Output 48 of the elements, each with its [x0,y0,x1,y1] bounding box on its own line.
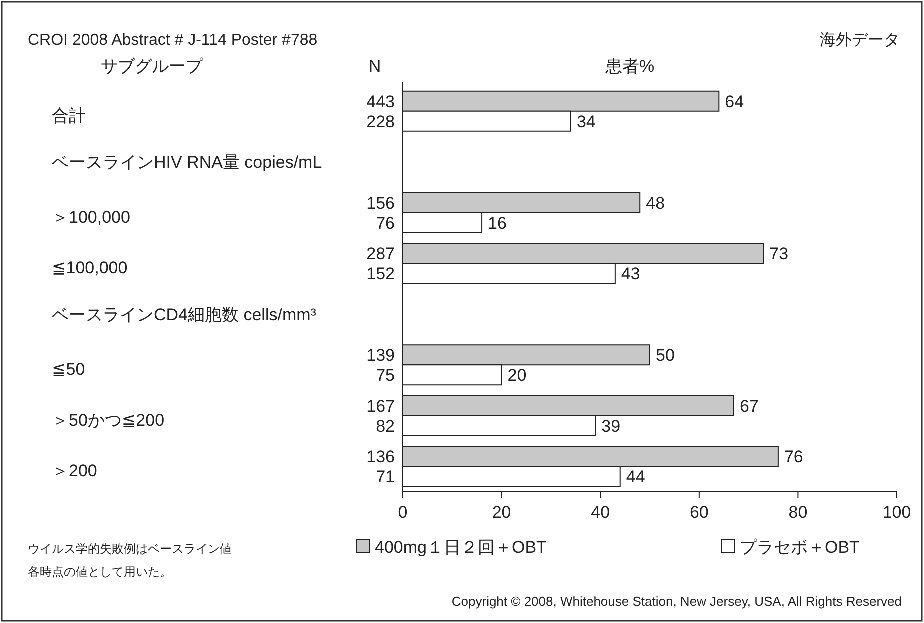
text: Copyright © 2008, Whitehouse Station, New Jersey, USA, All Rights Reserved [452,594,902,609]
data-label: 43 [621,264,640,284]
x-tick-label: 20 [492,503,512,522]
text: 75 [376,366,395,386]
legend-label: 400mg１日２回＋OBT [375,538,547,557]
data-label: 39 [602,416,621,436]
x-tick-label: 0 [398,503,408,522]
data-label: 64 [725,92,744,112]
text: 各時点の値として用いた。 [28,565,172,579]
text: 76 [376,214,395,233]
data-label: 34 [576,112,596,132]
data-label: 73 [770,244,789,264]
x-tick-label: 100 [882,503,912,522]
y-tick-label: ＞200 [52,462,98,481]
text: 71 [376,468,395,487]
legend-label: プラセボ＋OBT [740,538,860,557]
chart-subtitle: 海外データ [820,32,900,49]
y-tick-label: ≦100,000 [52,258,128,278]
text: サブグループ [101,57,204,76]
data-label: 67 [740,396,759,416]
text: 156 [366,194,395,213]
data-label: 20 [508,366,527,386]
text: 82 [376,416,395,436]
text: 167 [366,396,395,416]
text: 136 [366,448,395,467]
data-label: 48 [646,194,666,213]
y-tick-label: ＞50かつ≦200 [52,410,165,430]
y-tick-label: ≦50 [52,360,86,380]
data-label: 76 [784,448,804,467]
x-tick-label: 40 [591,503,610,522]
data-label: 44 [626,468,646,487]
text: 152 [366,264,395,284]
text: 287 [366,244,395,264]
data-label: 16 [488,214,507,233]
text: 139 [366,346,395,366]
x-tick-label: 60 [690,503,709,522]
y-tick-label: ＞100,000 [52,208,130,227]
x-tick-label: 80 [788,503,808,522]
text: N [368,57,382,76]
y-tick-label: 合計 [52,106,86,126]
x-axis-title: 患者% [604,57,655,76]
y-tick-label: ベースラインCD4細胞数 cells/mm³ [52,305,317,324]
text: CROI 2008 Abstract # J-114 Poster #788 [28,32,318,49]
text: 228 [366,112,395,132]
y-tick-label: ベースラインHIV RNA量 copies/mL [52,153,322,172]
text: 443 [366,92,395,112]
text: ウイルス学的失敗例はベースライン値 [28,542,232,556]
data-label: 50 [656,346,675,366]
